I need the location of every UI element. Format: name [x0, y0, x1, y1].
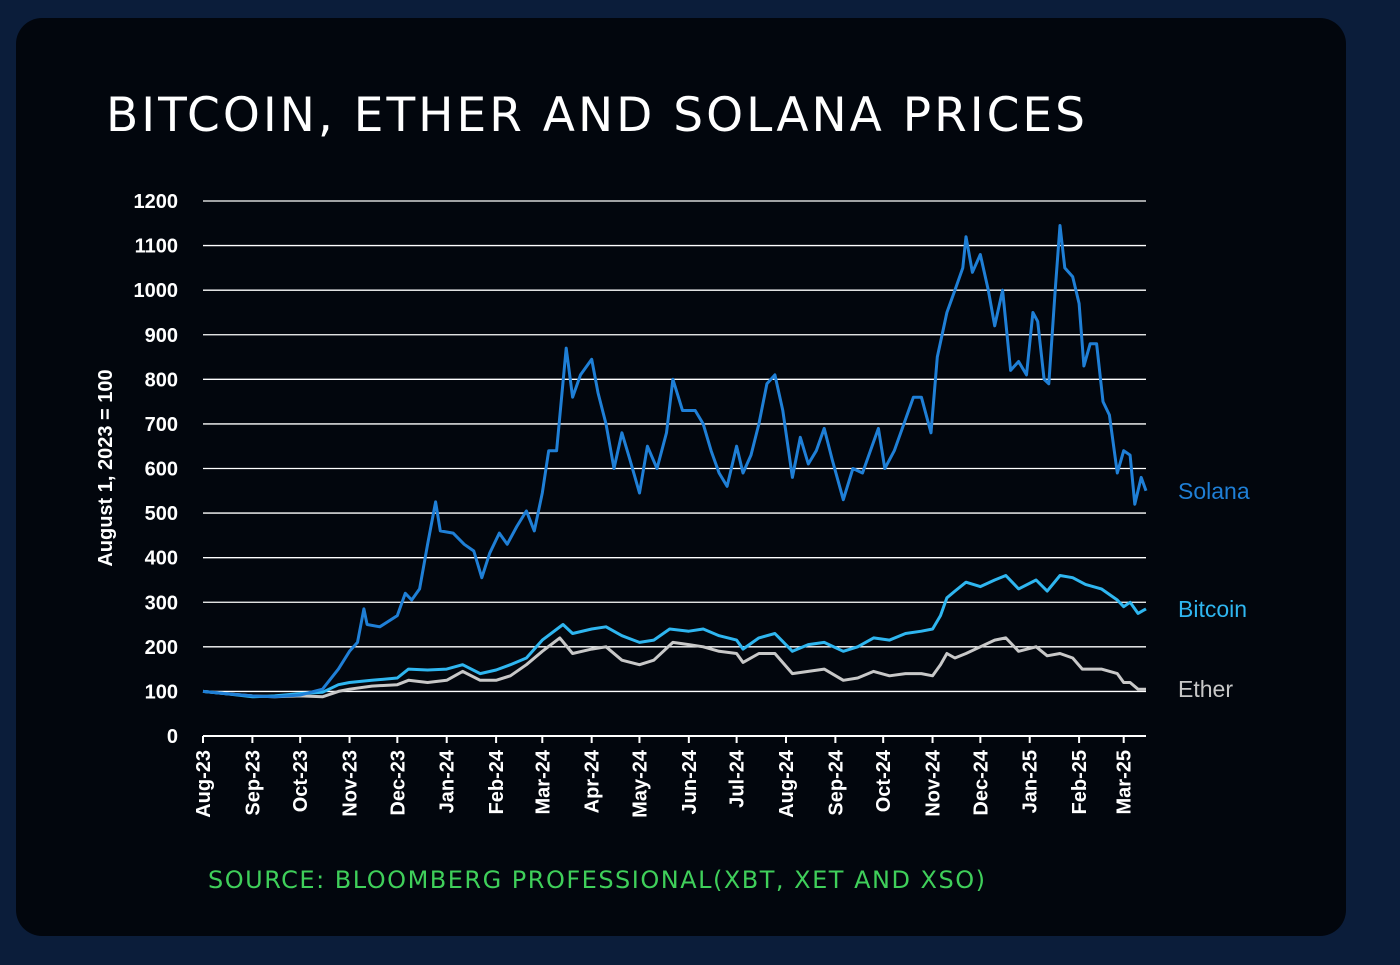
x-tick-label: Nov-24: [923, 749, 945, 817]
series-label-bitcoin: Bitcoin: [1178, 596, 1247, 622]
x-tick-label: Feb-24: [486, 749, 508, 814]
x-tick-label: Jan-24: [437, 749, 459, 813]
x-tick-label: Dec-24: [970, 749, 992, 815]
series-line-solana: [202, 224, 1148, 699]
x-tick-label: Aug-23: [193, 750, 215, 818]
x-tick-label: Jan-25: [1020, 750, 1042, 813]
chart-card: [16, 18, 1346, 936]
y-tick-label: 0: [167, 726, 178, 748]
y-axis-label: August 1, 2023 = 100: [95, 369, 117, 566]
gridlines: [202, 200, 1146, 743]
y-tick-label: 300: [145, 592, 178, 614]
y-tick-label: 100: [145, 681, 178, 703]
y-tick-label: 1200: [134, 191, 179, 213]
y-tick-label: 500: [145, 503, 178, 525]
x-tick-label: Oct-24: [873, 749, 895, 812]
x-tick-label: Feb-25: [1069, 750, 1091, 814]
x-tick-label: Mar-25: [1114, 750, 1136, 814]
y-tick-label: 600: [145, 459, 178, 481]
y-tick-label: 800: [145, 369, 178, 391]
x-tick-label: Jul-24: [727, 749, 749, 808]
series-labels: Solana Bitcoin Ether: [1178, 478, 1250, 702]
series-label-solana: Solana: [1178, 478, 1250, 504]
x-tick-label: Nov-23: [340, 750, 362, 817]
y-tick-label: 1100: [135, 236, 178, 258]
y-tick-label: 700: [145, 414, 178, 436]
x-tick-label: Apr-24: [582, 749, 604, 813]
chart-title: BITCOIN, ETHER AND SOLANA PRICES: [106, 88, 1088, 143]
y-tick-labels: 0 100 200 300 400 500 600 700 800 900 1000 1100 1200: [134, 191, 179, 748]
series-line-ether: [202, 636, 1146, 699]
y-tick-label: 1000: [134, 280, 179, 302]
x-tick-label: Sep-23: [242, 750, 264, 816]
x-tick-label: Sep-24: [825, 749, 847, 815]
y-tick-label: 200: [145, 637, 178, 659]
source-note: SOURCE: BLOOMBERG PROFESSIONAL(XBT, XET …: [208, 866, 987, 894]
x-tick-labels: Aug-23 Sep-23 Oct-23 Nov-23 Dec-23 Jan-24 Feb-…: [193, 749, 1136, 818]
series-line-bitcoin: [202, 574, 1147, 699]
x-tick-label: Aug-24: [776, 749, 798, 818]
x-tick-label: May-24: [629, 749, 651, 818]
x-tick-label: Oct-23: [290, 750, 312, 812]
y-tick-label: 900: [145, 325, 178, 347]
x-tick-label: Dec-23: [387, 750, 409, 816]
x-tick-label: Jun-24: [679, 749, 701, 814]
y-tick-label: 400: [145, 548, 178, 570]
x-tick-label: Mar-24: [532, 749, 554, 814]
series-lines: [202, 224, 1148, 699]
series-label-ether: Ether: [1178, 676, 1233, 702]
